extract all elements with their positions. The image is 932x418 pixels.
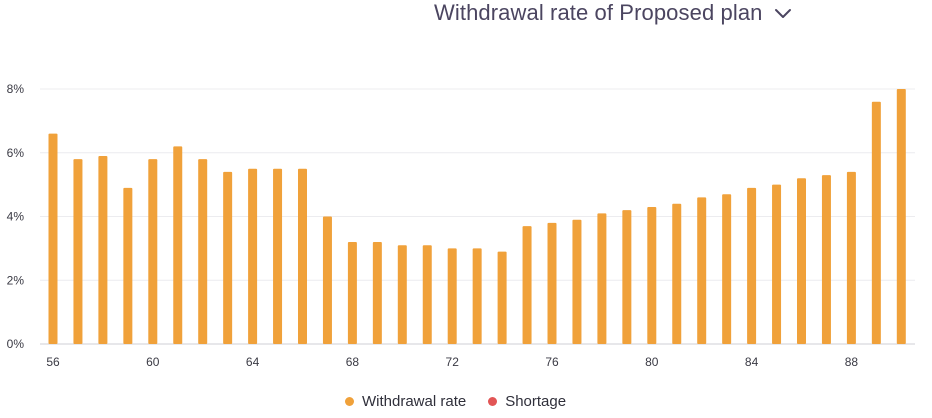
bar[interactable] <box>896 89 906 344</box>
bar[interactable] <box>248 168 258 344</box>
bar[interactable] <box>697 197 707 344</box>
bar[interactable] <box>747 187 757 344</box>
x-tick-label: 68 <box>346 355 360 369</box>
bar[interactable] <box>223 171 233 344</box>
legend: Withdrawal rate Shortage <box>345 393 566 410</box>
x-tick-label: 80 <box>645 355 659 369</box>
y-tick-label: 4% <box>7 210 25 224</box>
bar[interactable] <box>622 210 632 344</box>
bar[interactable] <box>173 146 183 344</box>
bar[interactable] <box>397 245 407 344</box>
bar[interactable] <box>148 159 158 344</box>
x-tick-label: 56 <box>46 355 60 369</box>
legend-swatch-withdrawal-rate <box>345 397 354 406</box>
bar[interactable] <box>722 194 732 344</box>
y-tick-label: 2% <box>7 273 25 287</box>
x-tick-label: 64 <box>246 355 260 369</box>
chart-title-dropdown[interactable]: Withdrawal rate of Proposed plan <box>434 0 794 26</box>
bar[interactable] <box>472 248 482 344</box>
bar[interactable] <box>772 184 782 344</box>
bar[interactable] <box>522 226 532 344</box>
bar[interactable] <box>198 159 208 344</box>
bar[interactable] <box>797 178 806 344</box>
bar[interactable] <box>73 159 83 344</box>
bar[interactable] <box>322 216 332 345</box>
bar[interactable] <box>347 242 357 344</box>
legend-label-withdrawal-rate: Withdrawal rate <box>362 393 467 410</box>
x-tick-label: 72 <box>446 355 460 369</box>
bar[interactable] <box>821 175 831 344</box>
bar[interactable] <box>447 248 457 344</box>
bar[interactable] <box>547 222 557 344</box>
legend-item-withdrawal-rate[interactable]: Withdrawal rate <box>345 393 466 410</box>
bar-chart: 0% 2% 4% 6% 8% 56 60 64 68 72 76 80 84 88 <box>7 82 915 369</box>
bar[interactable] <box>647 206 657 344</box>
bar[interactable] <box>372 242 382 344</box>
x-tick-label: 84 <box>745 355 759 369</box>
legend-swatch-shortage <box>488 397 498 406</box>
bar[interactable] <box>422 245 432 344</box>
bar[interactable] <box>298 168 307 344</box>
bar[interactable] <box>98 155 108 344</box>
legend-item-shortage[interactable]: Shortage <box>488 393 566 410</box>
bar[interactable] <box>273 168 283 344</box>
bar[interactable] <box>871 101 881 344</box>
chevron-down-icon[interactable] <box>772 3 794 25</box>
legend-label-shortage: Shortage <box>505 393 567 410</box>
y-tick-label: 6% <box>7 146 25 160</box>
bar[interactable] <box>597 213 607 344</box>
bar[interactable] <box>572 219 582 344</box>
bar[interactable] <box>497 251 507 344</box>
bar[interactable] <box>123 187 133 344</box>
x-tick-label: 76 <box>545 355 559 369</box>
y-tick-label: 8% <box>7 82 25 96</box>
x-tick-label: 88 <box>845 355 859 369</box>
bar[interactable] <box>48 133 58 344</box>
chart-title: Withdrawal rate of Proposed plan <box>434 0 763 25</box>
bar[interactable] <box>672 203 682 344</box>
bar[interactable] <box>846 171 856 344</box>
x-tick-label: 60 <box>146 355 160 369</box>
y-tick-label: 0% <box>7 337 25 351</box>
